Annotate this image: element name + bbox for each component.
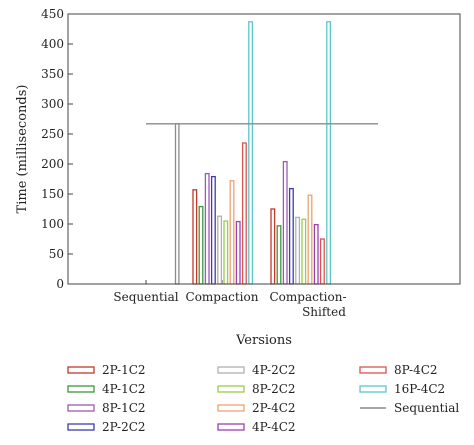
legend-label: 2P-2C2: [102, 420, 146, 434]
x-axis-title: Versions: [235, 333, 292, 348]
legend-item: Sequential: [360, 401, 459, 415]
legend-swatch: [359, 385, 387, 393]
legend-swatch: [217, 385, 245, 393]
legend-item: 8P-4C2: [359, 363, 438, 377]
legend-label: 2P-1C2: [102, 363, 146, 377]
bar: [301, 218, 307, 285]
bar: [223, 220, 229, 285]
y-tick-label: 250: [41, 127, 64, 141]
bar: [326, 21, 332, 285]
bar: [270, 208, 276, 285]
y-axis-title: Time (milliseconds): [15, 85, 30, 214]
bar: [319, 238, 325, 285]
legend-label: 8P-2C2: [252, 382, 296, 396]
legend-item: 2P-1C2: [67, 363, 146, 377]
legend-swatch: [217, 423, 245, 431]
legend-label: 4P-4C2: [252, 420, 296, 434]
bar: [192, 189, 198, 285]
legend-swatch: [217, 404, 245, 412]
x-tick-label: Sequential: [113, 290, 178, 304]
legend-swatch: [67, 366, 95, 374]
y-tick-label: 400: [41, 37, 64, 51]
legend-swatch: [359, 366, 387, 374]
bar: [229, 180, 235, 285]
legend-item: 4P-2C2: [217, 363, 296, 377]
bar: [313, 223, 319, 285]
legend-swatch: [217, 366, 245, 374]
bar: [210, 175, 216, 285]
bar: [307, 194, 313, 285]
legend-swatch: [67, 404, 95, 412]
legend-swatch: [67, 423, 95, 431]
legend-label: 4P-1C2: [102, 382, 146, 396]
legend-item: 16P-4C2: [359, 382, 445, 396]
bar: [248, 21, 254, 285]
bar: [235, 220, 241, 285]
legend: 2P-1C2 4P-1C2 8P-1C2 2P-2C2 4P-2C2 8P-2C2 2P-4…: [67, 363, 459, 434]
y-tick-label: 450: [41, 7, 64, 21]
x-tick-label: Compaction-Shifted: [269, 290, 346, 319]
x-tick-label: Compaction: [186, 290, 259, 304]
sequential-line-group: [146, 123, 378, 285]
legend-item: 8P-1C2: [67, 401, 146, 415]
bar: [204, 172, 210, 285]
legend-item: 8P-2C2: [217, 382, 296, 396]
legend-swatch: [67, 385, 95, 393]
y-tick-label: 0: [56, 277, 64, 291]
legend-item: 4P-4C2: [217, 420, 296, 434]
bar: [241, 142, 247, 285]
legend-label: 16P-4C2: [394, 382, 445, 396]
bar: [217, 215, 223, 285]
bar: [282, 160, 288, 285]
x-axis: Sequential Compaction Compaction-Shifted: [113, 280, 347, 319]
legend-item: 2P-4C2: [217, 401, 296, 415]
y-tick-label: 150: [41, 187, 64, 201]
legend-item: 4P-1C2: [67, 382, 146, 396]
bar: [198, 205, 204, 285]
legend-label: 2P-4C2: [252, 401, 296, 415]
legend-label: Sequential: [394, 401, 459, 415]
legend-label: 8P-1C2: [102, 401, 146, 415]
bar: [295, 216, 301, 285]
bar: [276, 225, 282, 285]
y-tick-label: 100: [41, 217, 64, 231]
sequential-bar: [174, 123, 180, 285]
bar: [288, 187, 294, 285]
plot-frame: [67, 13, 461, 285]
y-tick-label: 50: [49, 247, 64, 261]
y-tick-label: 300: [41, 97, 64, 111]
legend-label: 8P-4C2: [394, 363, 438, 377]
y-tick-label: 200: [41, 157, 64, 171]
legend-item: 2P-2C2: [67, 420, 146, 434]
legend-label: 4P-2C2: [252, 363, 296, 377]
bars: [192, 21, 332, 285]
y-tick-label: 350: [41, 67, 64, 81]
